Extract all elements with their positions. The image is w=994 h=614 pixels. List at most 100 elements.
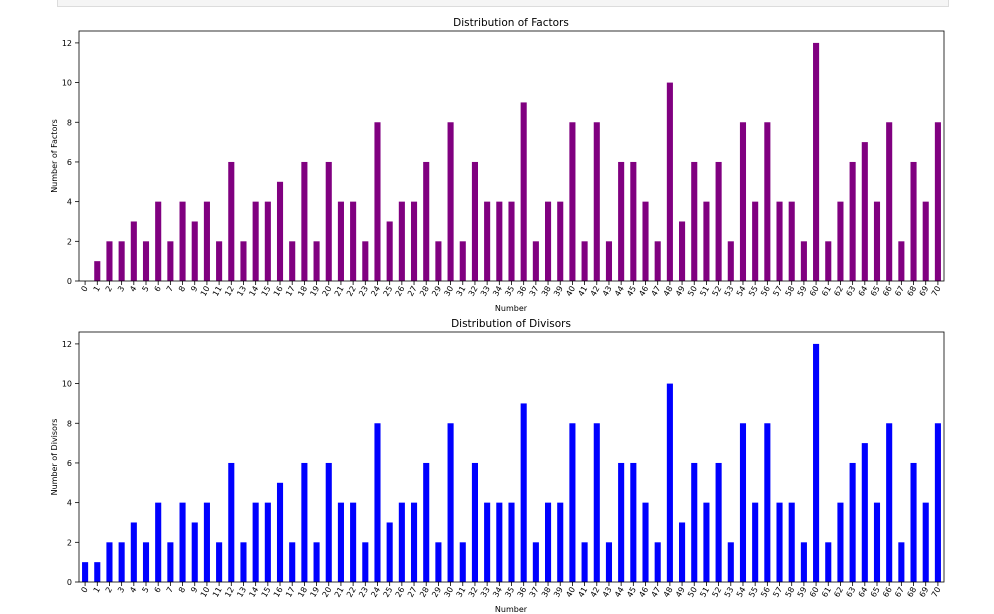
x-tick-label: 44 (613, 285, 626, 298)
x-tick-label: 39 (552, 586, 565, 599)
bar (825, 542, 832, 582)
x-tick-label: 37 (528, 586, 541, 599)
x-tick-label: 14 (247, 285, 260, 298)
bar (618, 161, 625, 281)
bar (459, 542, 466, 582)
x-tick-label: 10 (199, 586, 212, 599)
x-tick-label: 25 (382, 285, 395, 298)
x-tick-label: 43 (601, 285, 614, 298)
bar (703, 201, 710, 281)
x-tick-label: 18 (296, 586, 309, 599)
bar (167, 241, 174, 281)
bar (362, 542, 369, 582)
bar (752, 201, 759, 281)
y-tick-label: 0 (67, 277, 72, 286)
bar (130, 522, 137, 582)
bar (289, 542, 296, 582)
x-tick-label: 35 (503, 285, 516, 298)
chart-title: Distribution of Divisors (451, 318, 571, 330)
bar (654, 241, 661, 281)
bar (362, 241, 369, 281)
x-tick-label: 68 (905, 285, 918, 298)
bar (130, 221, 137, 281)
bar (155, 502, 162, 582)
bar (666, 82, 673, 281)
x-tick-label: 47 (650, 285, 663, 298)
bar (800, 241, 807, 281)
x-tick-label: 49 (674, 285, 687, 298)
x-tick-label: 35 (503, 586, 516, 599)
x-tick-label: 50 (686, 285, 699, 298)
bar (410, 201, 418, 281)
x-axis-label: Number (495, 304, 528, 313)
x-tick-label: 70 (930, 586, 943, 599)
x-tick-label: 64 (857, 586, 870, 599)
x-tick-label: 29 (430, 285, 443, 298)
x-tick-label: 60 (808, 586, 821, 599)
x-tick-label: 42 (589, 285, 602, 298)
x-tick-label: 61 (820, 586, 833, 599)
x-tick-label: 11 (211, 586, 224, 599)
bar (703, 502, 710, 582)
y-tick-label: 8 (67, 419, 72, 428)
bar (605, 241, 613, 281)
bar (654, 542, 661, 582)
bar (545, 201, 552, 281)
bar (350, 502, 357, 582)
x-tick-label: 21 (333, 586, 346, 599)
x-tick-label: 23 (357, 285, 370, 298)
bar (764, 122, 771, 282)
bar (532, 542, 539, 582)
y-tick-label: 4 (67, 499, 72, 508)
bar (325, 161, 332, 281)
bar (142, 542, 150, 582)
bar (118, 241, 125, 281)
bar (557, 201, 564, 281)
plot-frame (78, 30, 945, 282)
x-tick-label: 24 (369, 586, 382, 599)
x-tick-label: 42 (589, 586, 602, 599)
bar (484, 201, 491, 281)
x-tick-label: 41 (576, 285, 589, 298)
x-tick-label: 11 (211, 285, 224, 298)
x-tick-label: 38 (540, 285, 553, 298)
x-tick-label: 24 (369, 285, 382, 298)
bar (691, 161, 698, 281)
x-tick-label: 53 (723, 586, 736, 599)
x-tick-label: 52 (710, 285, 723, 298)
bar (630, 161, 637, 281)
bar (423, 161, 430, 281)
bar (350, 201, 357, 281)
x-tick-label: 0 (79, 285, 89, 294)
bar (240, 241, 247, 281)
bar (788, 201, 795, 281)
bar (289, 241, 296, 281)
previous-cell-output-strip (57, 0, 949, 7)
bar (374, 423, 381, 582)
bar (118, 542, 125, 582)
x-tick-label: 44 (613, 586, 626, 599)
bar (82, 562, 89, 582)
x-tick-label: 67 (893, 586, 906, 599)
bar (94, 562, 101, 582)
x-tick-label: 38 (540, 586, 553, 599)
bar (788, 502, 795, 582)
bar (386, 221, 393, 281)
x-tick-label: 27 (406, 285, 419, 298)
bar (727, 542, 734, 582)
y-tick-label: 2 (67, 538, 72, 547)
x-tick-label: 4 (128, 586, 138, 595)
bar (934, 122, 941, 282)
bar (471, 462, 478, 582)
bar (520, 102, 527, 281)
x-tick-label: 26 (394, 586, 407, 599)
x-tick-label: 21 (333, 285, 346, 298)
x-tick-label: 59 (796, 285, 809, 298)
x-tick-label: 63 (844, 285, 857, 298)
bar (642, 201, 649, 281)
bar (203, 502, 210, 582)
bar (216, 542, 223, 582)
x-tick-label: 43 (601, 586, 614, 599)
x-tick-label: 50 (686, 586, 699, 599)
x-tick-label: 4 (128, 285, 138, 294)
